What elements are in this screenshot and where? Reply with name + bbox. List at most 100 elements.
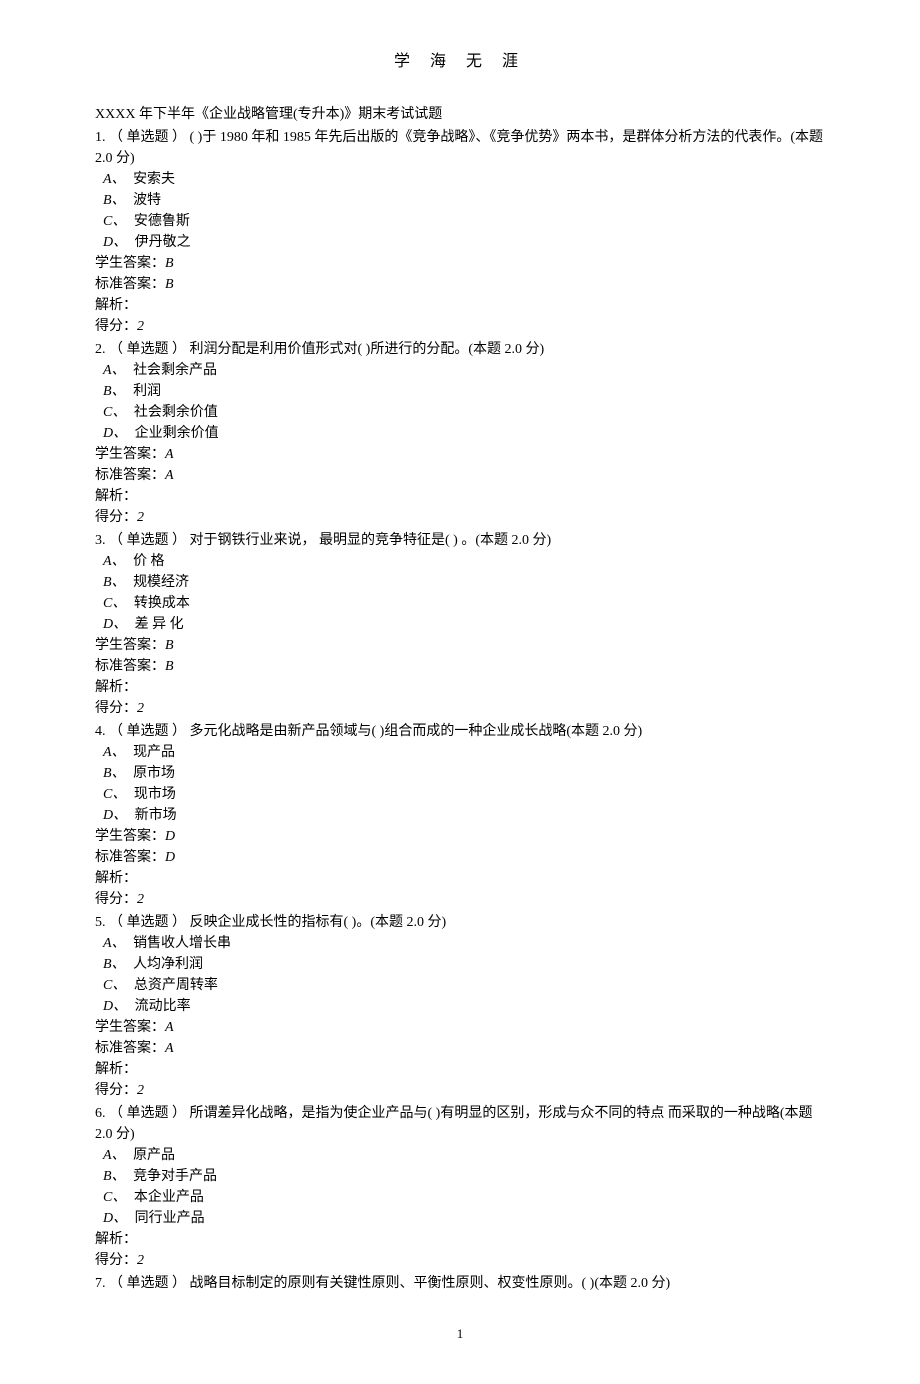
option-label: B、 [103, 575, 126, 590]
option-text: 社会剩余产品 [130, 363, 218, 378]
option-line: B、 原市场 [95, 763, 825, 784]
option-line: C、 总资产周转率 [95, 975, 825, 996]
option-label: C、 [103, 214, 126, 229]
option-label: D、 [103, 999, 127, 1014]
score-line: 得分：2 [95, 698, 825, 719]
option-label: A、 [103, 172, 126, 187]
option-text: 人均净利润 [130, 957, 204, 972]
analysis-line: 解析： [95, 677, 825, 698]
option-text: 安索夫 [130, 172, 176, 187]
analysis-line: 解析： [95, 1229, 825, 1250]
score-label: 得分： [95, 1253, 137, 1268]
score-value: 2 [137, 1253, 144, 1268]
question-text: 5. （ 单选题 ） 反映企业成长性的指标有( )。(本题 2.0 分) [95, 912, 825, 933]
option-label: C、 [103, 596, 126, 611]
option-line: C、 社会剩余价值 [95, 402, 825, 423]
questions-container: 1. （ 单选题 ） ( )于 1980 年和 1985 年先后出版的《竞争战略… [95, 127, 825, 1294]
option-line: C、 安德鲁斯 [95, 211, 825, 232]
score-value: 2 [137, 319, 144, 334]
option-line: D、 流动比率 [95, 996, 825, 1017]
score-line: 得分：2 [95, 1080, 825, 1101]
option-label: C、 [103, 978, 126, 993]
standard-answer-label: 标准答案： [95, 1041, 165, 1056]
student-answer-line: 学生答案：D [95, 826, 825, 847]
option-label: A、 [103, 554, 126, 569]
option-text: 总资产周转率 [130, 978, 218, 993]
standard-answer-value: A [165, 1041, 174, 1056]
standard-answer-line: 标准答案：A [95, 465, 825, 486]
option-text: 安德鲁斯 [130, 214, 190, 229]
standard-answer-line: 标准答案：B [95, 656, 825, 677]
standard-answer-label: 标准答案： [95, 277, 165, 292]
student-answer-value: D [165, 829, 175, 844]
option-text: 同行业产品 [131, 1211, 205, 1226]
option-line: B、 人均净利润 [95, 954, 825, 975]
standard-answer-label: 标准答案： [95, 468, 165, 483]
score-label: 得分： [95, 892, 137, 907]
student-answer-label: 学生答案： [95, 1020, 165, 1035]
option-line: D、 新市场 [95, 805, 825, 826]
option-line: B、 波特 [95, 190, 825, 211]
question-block: 5. （ 单选题 ） 反映企业成长性的指标有( )。(本题 2.0 分)A、 销… [95, 912, 825, 1101]
option-label: D、 [103, 808, 127, 823]
question-block: 2. （ 单选题 ） 利润分配是利用价值形式对( )所进行的分配。(本题 2.0… [95, 339, 825, 528]
standard-answer-value: B [165, 277, 174, 292]
option-label: C、 [103, 787, 126, 802]
option-text: 社会剩余价值 [130, 405, 218, 420]
question-block: 3. （ 单选题 ） 对于钢铁行业来说， 最明显的竞争特征是( ) 。(本题 2… [95, 530, 825, 719]
question-block: 6. （ 单选题 ） 所谓差异化战略，是指为使企业产品与( )有明显的区别，形成… [95, 1103, 825, 1271]
option-line: A、 现产品 [95, 742, 825, 763]
option-label: B、 [103, 957, 126, 972]
option-line: B、 利润 [95, 381, 825, 402]
standard-answer-line: 标准答案：B [95, 274, 825, 295]
question-block: 4. （ 单选题 ） 多元化战略是由新产品领域与( )组合而成的一种企业成长战略… [95, 721, 825, 910]
option-line: B、 规模经济 [95, 572, 825, 593]
option-label: A、 [103, 363, 126, 378]
student-answer-line: 学生答案：B [95, 253, 825, 274]
question-block: 7. （ 单选题 ） 战略目标制定的原则有关键性原则、平衡性原则、权变性原则。(… [95, 1273, 825, 1294]
score-line: 得分：2 [95, 316, 825, 337]
analysis-line: 解析： [95, 868, 825, 889]
student-answer-value: A [165, 1020, 174, 1035]
option-label: C、 [103, 1190, 126, 1205]
option-text: 原产品 [130, 1148, 176, 1163]
standard-answer-line: 标准答案：D [95, 847, 825, 868]
option-text: 利润 [130, 384, 162, 399]
option-label: D、 [103, 617, 127, 632]
option-label: C、 [103, 405, 126, 420]
student-answer-line: 学生答案：B [95, 635, 825, 656]
option-label: D、 [103, 1211, 127, 1226]
option-text: 新市场 [131, 808, 177, 823]
analysis-line: 解析： [95, 1059, 825, 1080]
student-answer-value: A [165, 447, 174, 462]
option-label: B、 [103, 193, 126, 208]
score-label: 得分： [95, 510, 137, 525]
student-answer-value: B [165, 256, 174, 271]
option-label: B、 [103, 384, 126, 399]
option-line: A、 原产品 [95, 1145, 825, 1166]
option-text: 企业剩余价值 [131, 426, 219, 441]
standard-answer-label: 标准答案： [95, 659, 165, 674]
option-line: A、 安索夫 [95, 169, 825, 190]
question-text: 7. （ 单选题 ） 战略目标制定的原则有关键性原则、平衡性原则、权变性原则。(… [95, 1273, 825, 1294]
option-label: B、 [103, 1169, 126, 1184]
question-text: 2. （ 单选题 ） 利润分配是利用价值形式对( )所进行的分配。(本题 2.0… [95, 339, 825, 360]
analysis-line: 解析： [95, 295, 825, 316]
student-answer-label: 学生答案： [95, 256, 165, 271]
score-value: 2 [137, 510, 144, 525]
option-label: D、 [103, 235, 127, 250]
student-answer-line: 学生答案：A [95, 1017, 825, 1038]
option-line: D、 企业剩余价值 [95, 423, 825, 444]
option-text: 伊丹敬之 [131, 235, 191, 250]
student-answer-label: 学生答案： [95, 829, 165, 844]
student-answer-value: B [165, 638, 174, 653]
standard-answer-value: A [165, 468, 174, 483]
option-text: 现产品 [130, 745, 176, 760]
score-label: 得分： [95, 319, 137, 334]
option-line: C、 现市场 [95, 784, 825, 805]
option-text: 转换成本 [130, 596, 190, 611]
option-line: A、 销售收人增长串 [95, 933, 825, 954]
option-line: B、 竞争对手产品 [95, 1166, 825, 1187]
page-number: 1 [95, 1324, 825, 1344]
standard-answer-value: D [165, 850, 175, 865]
